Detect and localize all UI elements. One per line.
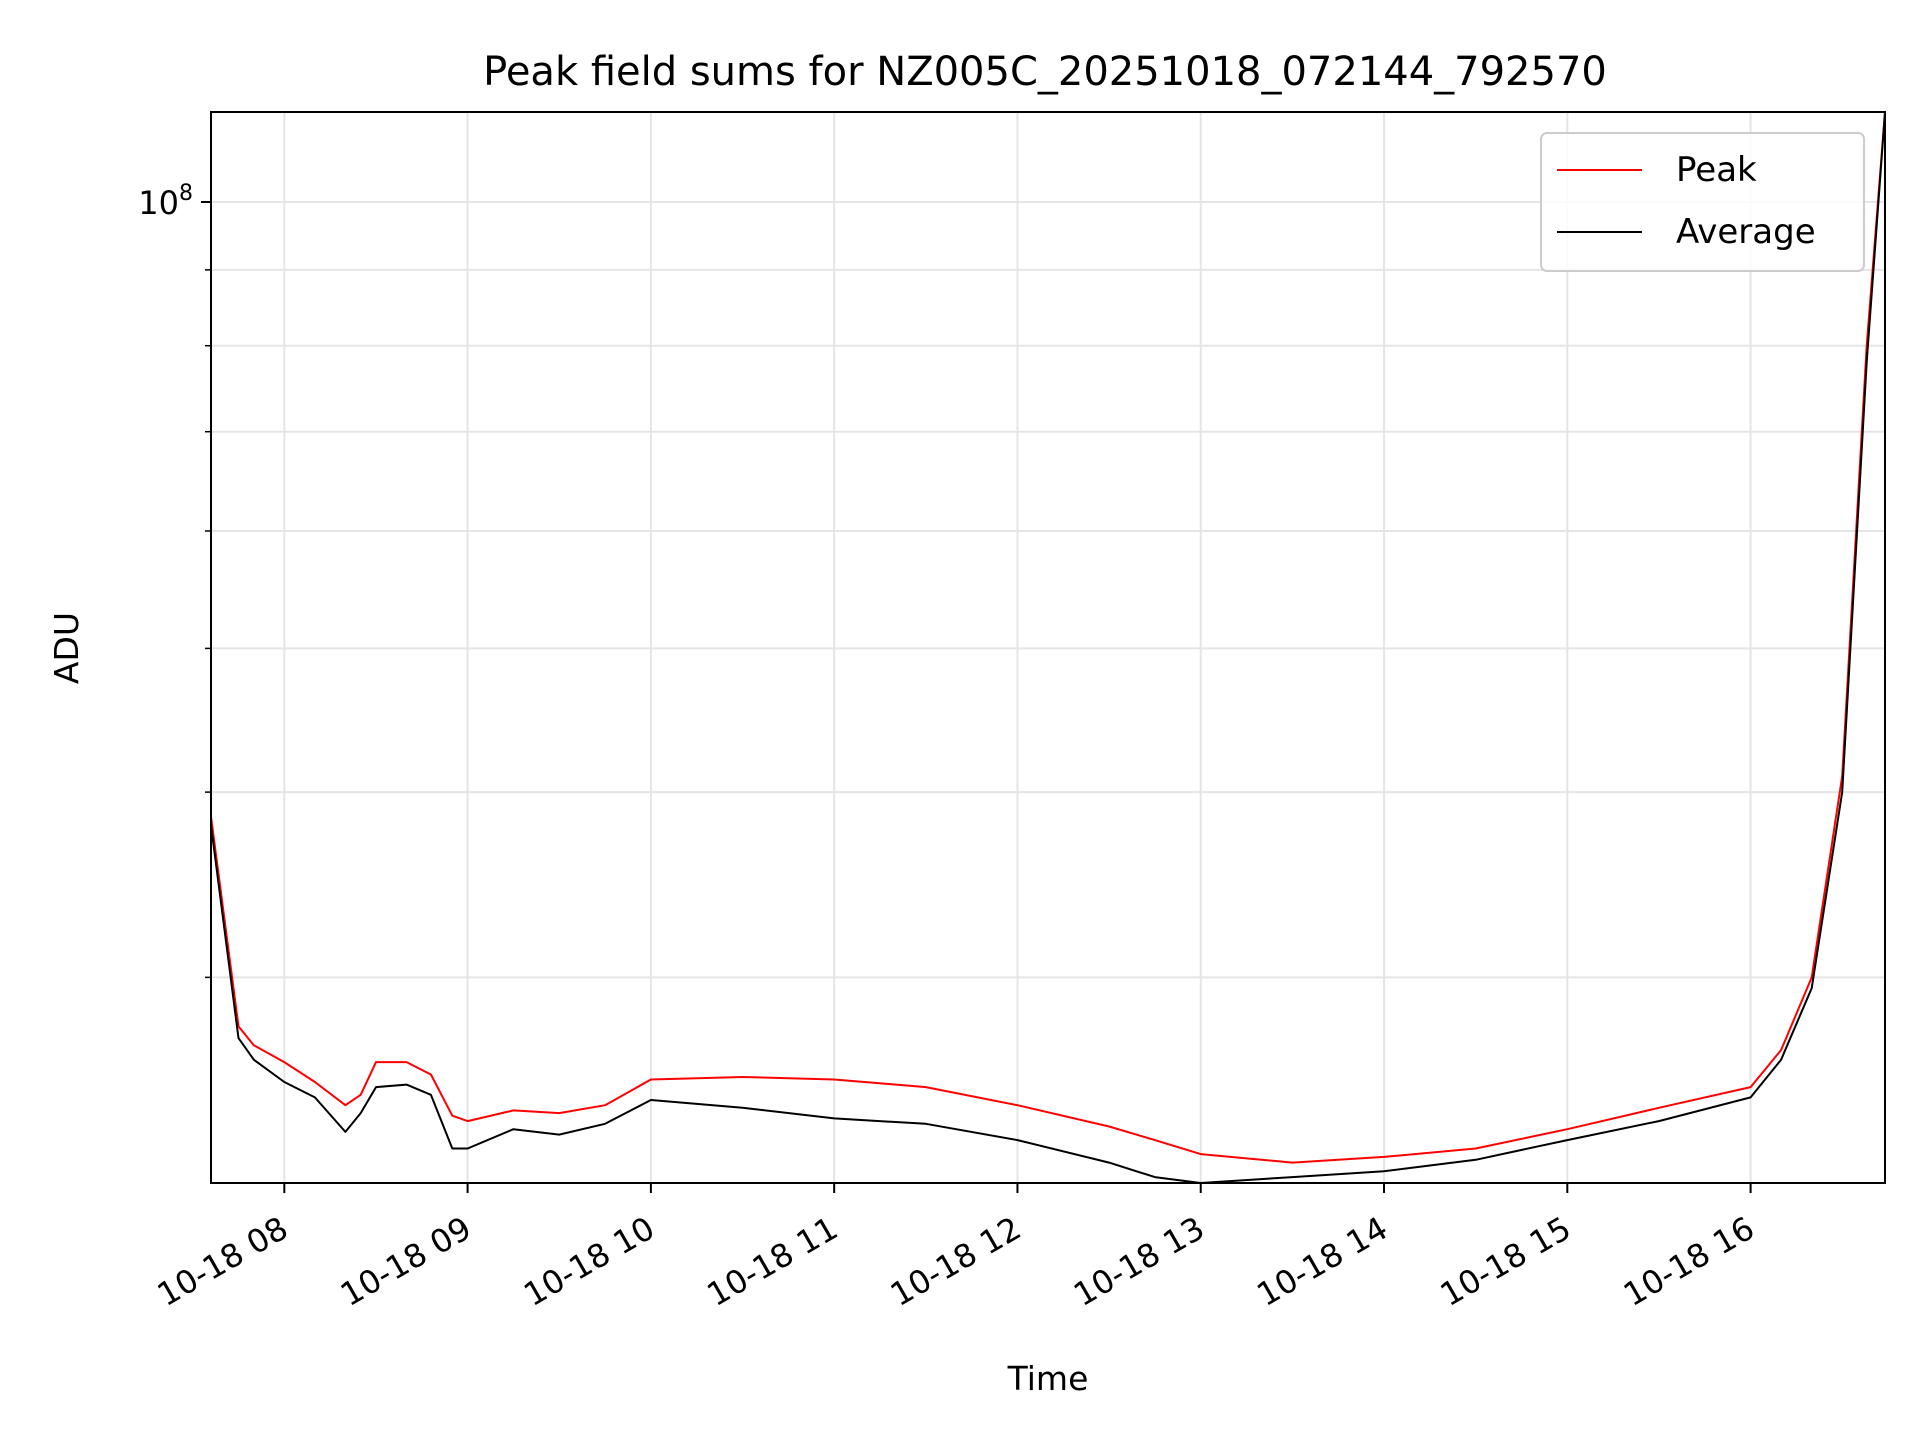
legend: Peak Average <box>1540 132 1865 272</box>
x-tick-label: 10-18 15 <box>1434 1209 1578 1314</box>
legend-label-peak: Peak <box>1676 150 1757 190</box>
plot-frame <box>210 111 1886 1184</box>
x-tick-label: 10-18 08 <box>151 1209 295 1314</box>
chart-title: Peak field sums for NZ005C_20251018_0721… <box>483 49 1607 95</box>
legend-box <box>1540 132 1865 272</box>
legend-label-average: Average <box>1676 212 1816 252</box>
x-tick-label: 10-18 12 <box>884 1209 1028 1314</box>
y-axis-ticks: 108 <box>138 181 211 979</box>
y-axis-title: ADU <box>47 612 86 684</box>
x-axis-ticks: 10-18 08 10-18 09 10-18 10 10-18 11 10-18 12… <box>151 1183 1761 1314</box>
x-tick-label: 10-18 11 <box>701 1209 845 1314</box>
x-tick-label: 10-18 13 <box>1067 1209 1211 1314</box>
x-axis-title: Time <box>1007 1359 1089 1398</box>
x-tick-label: 10-18 16 <box>1617 1209 1761 1314</box>
x-tick-label: 10-18 09 <box>334 1209 478 1314</box>
series-line-average <box>210 111 1886 1184</box>
series-layer <box>210 111 1886 1184</box>
series-line-peak <box>210 111 1886 1164</box>
y-tick-label: 108 <box>138 181 193 222</box>
grid-layer <box>211 112 1885 1183</box>
x-tick-label: 10-18 14 <box>1250 1209 1394 1314</box>
x-tick-label: 10-18 10 <box>517 1209 661 1314</box>
